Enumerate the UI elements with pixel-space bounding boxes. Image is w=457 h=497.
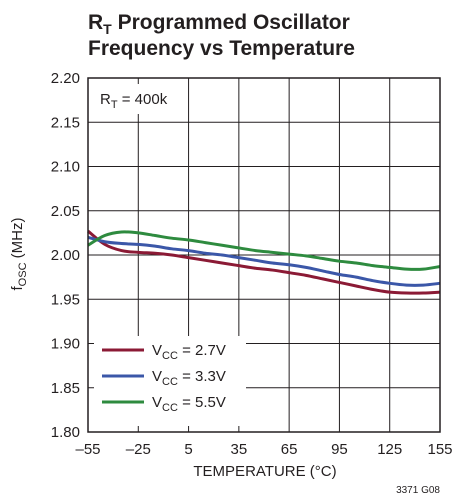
y-tick-label: 1.85: [51, 380, 80, 397]
legend-label-3: VCC = 5.5V: [152, 394, 226, 414]
figure-number: 3371 G08: [396, 485, 440, 496]
x-tick-label: 95: [331, 441, 348, 458]
x-tick-label: 125: [377, 441, 402, 458]
y-tick-label: 2.20: [51, 70, 80, 87]
x-tick-label: 65: [281, 441, 298, 458]
y-tick-label: 1.90: [51, 336, 80, 353]
series-group: [87, 229, 441, 295]
y-tick-label: 2.15: [51, 114, 80, 131]
annotation-box: RT = 400k: [92, 84, 186, 114]
chart-title-line2: Frequency vs Temperature: [88, 37, 355, 60]
plot-border: [87, 77, 441, 433]
x-tick-label: 5: [184, 441, 192, 458]
legend-label-2: VCC = 3.3V: [152, 368, 226, 388]
y-tick-label: 1.95: [51, 291, 80, 308]
x-tick-label: –55: [75, 441, 100, 458]
y-tick-labels: 1.80 1.85 1.90 1.95 2.00 2.05 2.10 2.15 2.20: [51, 70, 80, 441]
x-tick-label: –25: [126, 441, 151, 458]
x-tick-label: 155: [427, 441, 452, 458]
x-tick-label: 35: [231, 441, 248, 458]
y-tick-label: 2.10: [51, 159, 80, 176]
y-tick-label: 2.05: [51, 203, 80, 220]
y-axis-label: fOSC (MHz): [9, 217, 29, 290]
series-line-1: [87, 229, 441, 295]
chart-title-line1: RT Programmed Oscillator: [88, 11, 350, 37]
legend: VCC = 2.7V VCC = 3.3V VCC = 5.5V: [94, 336, 246, 426]
annotation-rt: RT = 400k: [100, 91, 168, 111]
series-line-2: [87, 235, 441, 287]
legend-label-1: VCC = 2.7V: [152, 342, 226, 362]
plot-frame: [87, 77, 441, 433]
x-axis-label: TEMPERATURE (°C): [193, 463, 336, 480]
series-line-3: [87, 230, 441, 271]
y-tick-label: 2.00: [51, 247, 80, 264]
y-tick-label: 1.80: [51, 424, 80, 441]
x-tick-labels: –55 –25 5 35 65 95 125 155: [75, 441, 452, 458]
